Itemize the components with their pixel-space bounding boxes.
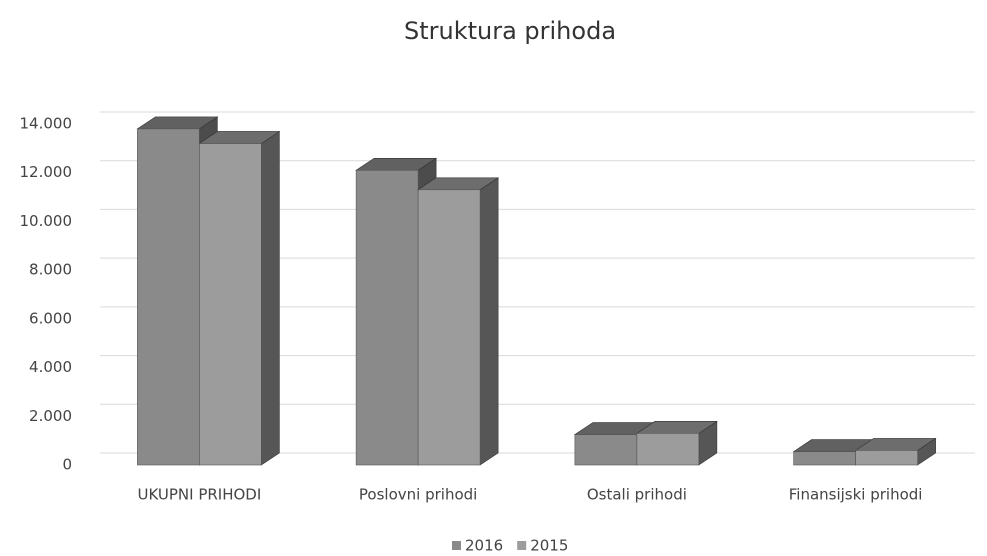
y-tick-label: 0 <box>62 456 72 474</box>
chart-title: Struktura prihoda <box>404 17 616 45</box>
y-tick-label: 12.000 <box>20 163 73 181</box>
y-tick-label: 6.000 <box>29 309 72 327</box>
x-tick-label: Ostali prihodi <box>587 486 687 504</box>
bar <box>574 434 638 466</box>
bar <box>793 451 856 466</box>
y-tick-label: 2.000 <box>29 407 72 425</box>
x-tick-label: UKUPNI PRIHODI <box>137 486 261 504</box>
x-tick-label: Poslovni prihodi <box>359 486 477 504</box>
y-tick-label: 10.000 <box>20 212 73 230</box>
bar-side <box>479 177 499 466</box>
y-tick-label: 14.000 <box>20 115 73 133</box>
legend-swatch <box>452 541 461 550</box>
legend-label: 2016 <box>465 537 503 555</box>
legend-swatch <box>517 541 527 550</box>
bar <box>417 189 481 466</box>
y-tick-label: 4.000 <box>29 358 72 376</box>
y-tick-label: 8.000 <box>29 261 72 279</box>
legend-label: 2015 <box>530 537 568 555</box>
bar <box>355 169 419 466</box>
bar <box>199 143 262 466</box>
x-tick-label: Finansijski prihodi <box>789 486 923 504</box>
bar-side <box>261 130 280 466</box>
bar <box>636 433 700 466</box>
bar <box>137 128 200 466</box>
bar <box>855 450 918 466</box>
